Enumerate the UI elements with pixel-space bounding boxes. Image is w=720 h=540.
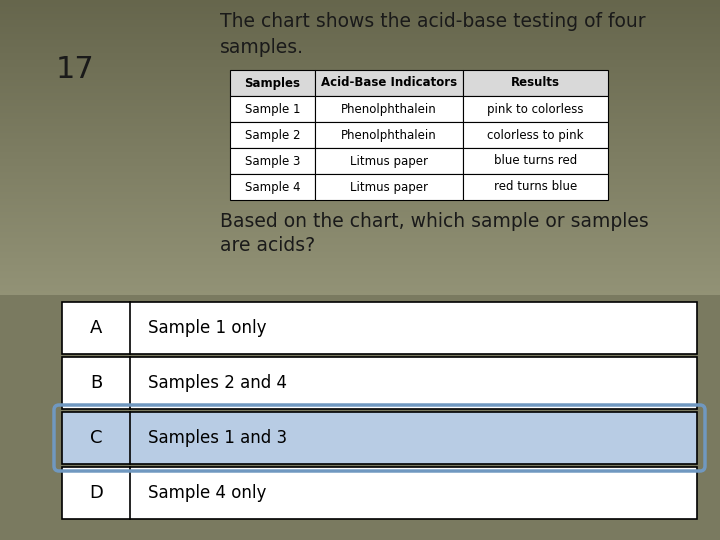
Bar bbox=[62, 302, 697, 354]
Bar bbox=[463, 122, 608, 148]
Text: Based on the chart, which sample or samples: Based on the chart, which sample or samp… bbox=[220, 212, 649, 231]
Text: B: B bbox=[90, 374, 102, 392]
Text: 17: 17 bbox=[55, 55, 94, 84]
Bar bbox=[463, 70, 608, 96]
Text: samples.: samples. bbox=[220, 38, 304, 57]
Text: Sample 1: Sample 1 bbox=[245, 103, 300, 116]
Text: Samples 1 and 3: Samples 1 and 3 bbox=[148, 429, 287, 447]
Text: Sample 2: Sample 2 bbox=[245, 129, 300, 141]
Text: Results: Results bbox=[511, 77, 560, 90]
Bar bbox=[463, 174, 608, 200]
Text: C: C bbox=[90, 429, 102, 447]
Text: colorless to pink: colorless to pink bbox=[487, 129, 584, 141]
Text: Phenolphthalein: Phenolphthalein bbox=[341, 103, 437, 116]
Bar bbox=[62, 412, 697, 464]
Bar bbox=[62, 357, 697, 409]
Bar bbox=[315, 96, 463, 122]
Bar bbox=[230, 148, 315, 174]
Text: A: A bbox=[90, 319, 102, 337]
Bar bbox=[315, 174, 463, 200]
Bar bbox=[315, 148, 463, 174]
Text: pink to colorless: pink to colorless bbox=[487, 103, 584, 116]
Bar bbox=[315, 70, 463, 96]
Bar bbox=[230, 70, 315, 96]
Bar bbox=[315, 122, 463, 148]
Text: Sample 4 only: Sample 4 only bbox=[148, 484, 266, 502]
Text: Acid-Base Indicators: Acid-Base Indicators bbox=[321, 77, 457, 90]
Text: Litmus paper: Litmus paper bbox=[350, 154, 428, 167]
Text: Litmus paper: Litmus paper bbox=[350, 180, 428, 193]
Bar bbox=[230, 174, 315, 200]
Text: Samples: Samples bbox=[245, 77, 300, 90]
Text: D: D bbox=[89, 484, 103, 502]
Text: The chart shows the acid-base testing of four: The chart shows the acid-base testing of… bbox=[220, 12, 646, 31]
Text: Sample 4: Sample 4 bbox=[245, 180, 300, 193]
Bar bbox=[0, 295, 720, 540]
Text: Sample 3: Sample 3 bbox=[245, 154, 300, 167]
Bar bbox=[230, 122, 315, 148]
Bar bbox=[463, 148, 608, 174]
Bar bbox=[463, 96, 608, 122]
Bar bbox=[230, 96, 315, 122]
Text: Sample 1 only: Sample 1 only bbox=[148, 319, 266, 337]
Text: red turns blue: red turns blue bbox=[494, 180, 577, 193]
Text: blue turns red: blue turns red bbox=[494, 154, 577, 167]
Bar bbox=[62, 467, 697, 519]
Text: Phenolphthalein: Phenolphthalein bbox=[341, 129, 437, 141]
Text: are acids?: are acids? bbox=[220, 236, 315, 255]
Text: Samples 2 and 4: Samples 2 and 4 bbox=[148, 374, 287, 392]
